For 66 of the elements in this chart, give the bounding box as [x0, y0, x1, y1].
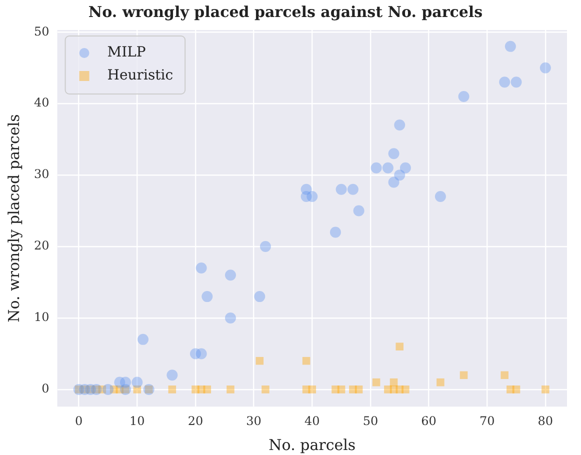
point: [254, 291, 266, 302]
point: [402, 386, 410, 394]
x-tick-label: 50: [362, 414, 378, 428]
point: [436, 378, 444, 386]
x-tick-label: 20: [188, 414, 204, 428]
point: [400, 162, 411, 174]
point: [330, 226, 341, 238]
point: [138, 334, 148, 345]
point: [196, 262, 207, 274]
point: [499, 76, 510, 88]
x-tick-label: 70: [479, 414, 495, 428]
y-tick-label: 0: [42, 382, 50, 396]
point: [306, 191, 318, 202]
point: [500, 371, 508, 380]
point: [224, 312, 236, 324]
y-tick-label: 40: [34, 96, 50, 110]
point: [504, 40, 516, 52]
point: [460, 371, 468, 380]
point: [308, 386, 316, 394]
y-tick-label: 10: [34, 310, 50, 324]
point: [394, 120, 406, 131]
point: [168, 386, 176, 394]
point: [434, 191, 446, 202]
x-tick-label: 60: [421, 414, 436, 428]
point: [196, 348, 207, 360]
x-axis-title: No. parcels: [268, 436, 356, 454]
point: [224, 270, 236, 281]
point: [336, 184, 347, 195]
point: [226, 386, 234, 394]
point: [132, 376, 143, 388]
point: [262, 386, 270, 394]
point: [337, 386, 346, 394]
x-tick-label: 0: [75, 414, 83, 428]
point: [396, 342, 404, 350]
point: [512, 386, 520, 394]
point: [102, 384, 114, 395]
point: [203, 386, 212, 394]
legend-label: Heuristic: [107, 68, 174, 84]
point: [202, 291, 213, 302]
y-tick-label: 50: [34, 24, 50, 38]
point: [256, 356, 264, 365]
legend-label: MILP: [107, 44, 146, 61]
point: [388, 176, 400, 188]
point: [260, 241, 271, 252]
point: [540, 62, 551, 74]
x-tick-label: 10: [130, 414, 145, 428]
point: [394, 170, 406, 181]
point: [388, 148, 400, 160]
point: [542, 386, 550, 394]
chart-title: No. wrongly placed parcels against No. parcels: [88, 2, 483, 21]
point: [354, 386, 363, 394]
point: [166, 370, 178, 381]
point: [353, 205, 364, 216]
x-tick-label: 30: [246, 414, 262, 428]
point: [372, 378, 380, 386]
y-axis-title: No. wrongly placed parcels: [4, 114, 23, 322]
x-tick-label: 40: [304, 414, 320, 428]
point: [347, 184, 358, 195]
point: [370, 162, 382, 174]
point: [382, 162, 394, 174]
point: [302, 356, 310, 365]
y-tick-label: 30: [34, 167, 50, 182]
point: [458, 90, 470, 102]
y-tick-label: 20: [34, 238, 50, 253]
x-tick-label: 80: [538, 414, 554, 428]
point: [510, 76, 522, 88]
